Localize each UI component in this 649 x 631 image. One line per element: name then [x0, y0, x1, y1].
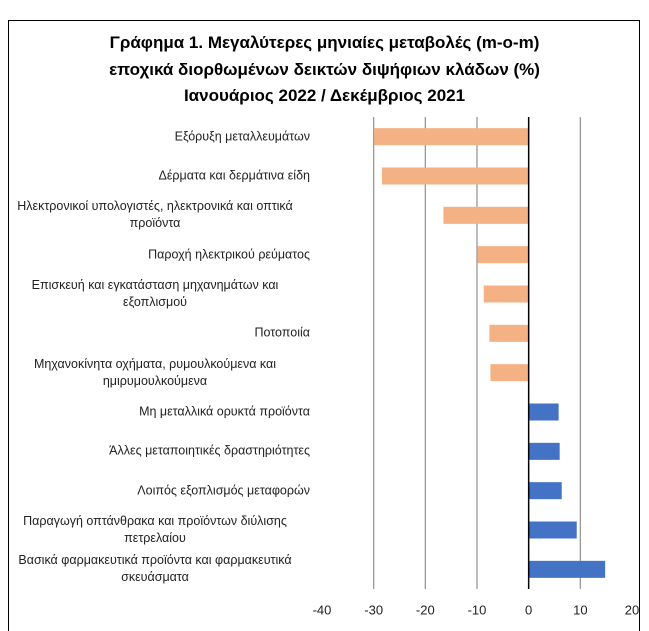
x-tick-label: -20 [416, 602, 435, 617]
category-label-box: Άλλες μεταποιητικές δραστηριότητες [0, 443, 310, 460]
bar [374, 128, 529, 146]
category-label-box: Ηλεκτρονικοί υπολογιστές, ηλεκτρονικά κα… [0, 198, 310, 232]
category-label-box: Δέρματα και δερμάτινα είδη [0, 168, 311, 185]
x-tick-label: 0 [525, 602, 532, 617]
y-tick-label: Ποτοποιία [254, 325, 310, 340]
bar [381, 167, 529, 185]
bar [528, 482, 562, 500]
chart-title: Ιανουάριος 2022 / Δεκέμβριος 2021 [183, 86, 466, 105]
bar [489, 324, 529, 342]
category-label-box: Μηχανοκίνητα οχήματα, ρυμουλκούμενα και … [0, 356, 310, 390]
category-label-box: Μη μεταλλικά ορυκτά προϊόντα [0, 404, 310, 421]
y-tick-label: Παροχή ηλεκτρικού ρεύματος [148, 247, 310, 262]
bar [477, 246, 529, 264]
y-tick-label: Μηχανοκίνητα οχήματα, ρυμουλκούμενα και … [33, 356, 277, 388]
bar [528, 403, 559, 421]
bar [528, 442, 560, 460]
chart-title: Γράφημα 1. Μεγαλύτερες μηνιαίες μεταβολέ… [109, 33, 540, 52]
x-tick-label: -40 [313, 602, 332, 617]
category-label-box: Λοιπός εξοπλισμός μεταφορών [0, 482, 310, 499]
bar [490, 364, 529, 382]
category-label-box: Παραγωγή οπτάνθρακα και προϊόντων διύλισ… [0, 513, 310, 547]
y-tick-label: Λοιπός εξοπλισμός μεταφορών [137, 483, 310, 498]
y-tick-label: Ηλεκτρονικοί υπολογιστές, ηλεκτρονικά κα… [17, 199, 293, 231]
category-label-box: Εξόρυξη μεταλλευμάτων [0, 128, 310, 145]
x-tick-label: -30 [364, 602, 383, 617]
bar [443, 206, 529, 224]
category-label-box: Βασικά φαρμακευτικά προϊόντα και φαρμακε… [0, 552, 310, 586]
y-tick-label: Μη μεταλλικά ορυκτά προϊόντα [139, 404, 310, 419]
chart-frame [8, 20, 640, 631]
x-tick-label: -10 [468, 602, 487, 617]
y-tick-label: Άλλες μεταποιητικές δραστηριότητες [109, 443, 310, 458]
category-label-box: Ποτοποιία [0, 325, 310, 342]
y-tick-label: Επισκευή και εγκατάσταση μηχανημάτων και… [31, 278, 279, 309]
bar [483, 285, 529, 303]
x-tick-label: 20 [625, 602, 639, 617]
y-tick-label: Παραγωγή οπτάνθρακα και προϊόντων διύλισ… [23, 514, 287, 545]
bar [528, 521, 577, 539]
bar [528, 560, 606, 578]
y-tick-label: Βασικά φαρμακευτικά προϊόντα και φαρμακε… [18, 553, 292, 585]
x-tick-label: 10 [573, 602, 587, 617]
category-label-box: Επισκευή και εγκατάσταση μηχανημάτων και… [0, 277, 310, 311]
y-tick-label: Εξόρυξη μεταλλευμάτων [174, 129, 310, 144]
y-tick-label: Δέρματα και δερμάτινα είδη [158, 168, 311, 183]
chart-title: εποχικά διορθωμένων δεικτών διψήφιων κλά… [109, 60, 540, 79]
category-label-box: Παροχή ηλεκτρικού ρεύματος [0, 246, 310, 263]
